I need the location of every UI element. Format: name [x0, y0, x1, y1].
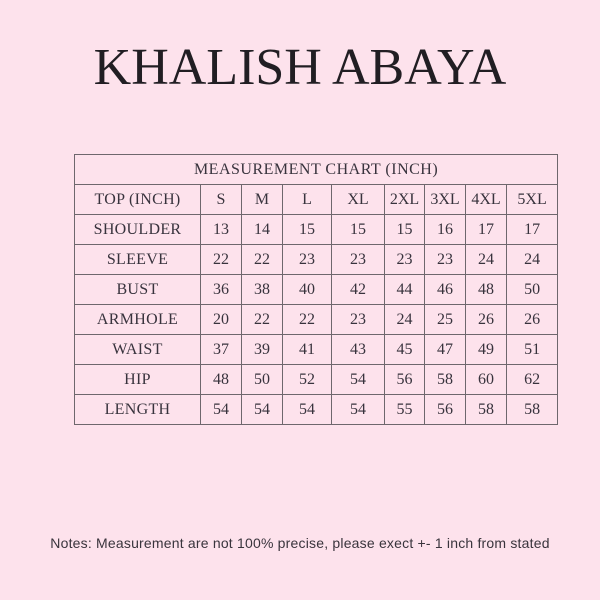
measurement-value: 22	[282, 304, 332, 335]
size-header-row: TOP (INCH) S M L XL 2XL 3XL 4XL 5XL	[74, 184, 559, 215]
measurement-value: 23	[384, 244, 425, 275]
measurement-value: 36	[200, 274, 242, 305]
measurement-value: 56	[424, 394, 466, 425]
measurement-value: 50	[241, 364, 283, 395]
measurement-row: SLEEVE 22 22 23 23 23 23 24 24	[74, 244, 559, 275]
size-column-header: S	[200, 184, 242, 215]
measurement-row: WAIST 37 39 41 43 45 47 49 51	[74, 334, 559, 365]
measurement-label: ARMHOLE	[74, 304, 201, 335]
measurement-value: 20	[200, 304, 242, 335]
measurement-label: SHOULDER	[74, 214, 201, 245]
measurement-value: 14	[241, 214, 283, 245]
measurement-value: 42	[331, 274, 385, 305]
measurement-value: 46	[424, 274, 466, 305]
measurement-value: 54	[331, 364, 385, 395]
measurement-value: 44	[384, 274, 425, 305]
measurement-value: 55	[384, 394, 425, 425]
size-column-header: 2XL	[384, 184, 425, 215]
measurement-value: 43	[331, 334, 385, 365]
measurement-value: 48	[465, 274, 507, 305]
measurement-value: 24	[384, 304, 425, 335]
measurement-label: LENGTH	[74, 394, 201, 425]
measurement-value: 54	[200, 394, 242, 425]
measurement-value: 41	[282, 334, 332, 365]
measurement-value: 56	[384, 364, 425, 395]
measurement-value: 25	[424, 304, 466, 335]
corner-label: TOP (INCH)	[74, 184, 201, 215]
measurement-value: 54	[331, 394, 385, 425]
measurement-label: WAIST	[74, 334, 201, 365]
measurement-value: 24	[465, 244, 507, 275]
measurement-row: HIP 48 50 52 54 56 58 60 62	[74, 364, 559, 395]
measurement-value: 58	[424, 364, 466, 395]
measurement-value: 22	[241, 244, 283, 275]
measurement-value: 15	[384, 214, 425, 245]
size-column-header: 5XL	[505, 184, 559, 215]
measurement-value: 37	[200, 334, 242, 365]
measurement-value: 45	[384, 334, 425, 365]
measurement-label: HIP	[74, 364, 201, 395]
measurement-value: 54	[241, 394, 283, 425]
measurement-value: 15	[331, 214, 385, 245]
measurement-value: 58	[465, 394, 507, 425]
table-title-row: MEASUREMENT CHART (INCH)	[73, 154, 559, 185]
measurement-value: 15	[282, 214, 332, 245]
measurement-value: 39	[241, 334, 283, 365]
measurement-value: 23	[331, 304, 385, 335]
measurement-label: SLEEVE	[74, 244, 201, 275]
measurement-value: 62	[505, 364, 559, 395]
measurement-value: 26	[505, 304, 559, 335]
measurement-value: 58	[505, 394, 559, 425]
measurement-value: 50	[505, 274, 559, 305]
measurement-value: 60	[465, 364, 507, 395]
measurement-row: BUST 36 38 40 42 44 46 48 50	[74, 274, 559, 305]
measurement-value: 23	[331, 244, 385, 275]
measurement-value: 24	[505, 244, 559, 275]
size-column-header: 3XL	[424, 184, 466, 215]
measurement-value: 16	[424, 214, 466, 245]
measurement-value: 17	[505, 214, 559, 245]
measurement-value: 23	[424, 244, 466, 275]
notes-text: Notes: Measurement are not 100% precise,…	[50, 535, 550, 551]
measurement-value: 49	[465, 334, 507, 365]
measurement-row: ARMHOLE 20 22 22 23 24 25 26 26	[74, 304, 559, 335]
measurement-value: 51	[505, 334, 559, 365]
measurement-label: BUST	[74, 274, 201, 305]
measurement-row: SHOULDER 13 14 15 15 15 16 17 17	[74, 214, 559, 245]
measurement-value: 23	[282, 244, 332, 275]
table-body: SHOULDER 13 14 15 15 15 16 17 17 SLEEVE 22 22 23 23 23…	[74, 214, 559, 425]
measurement-value: 26	[465, 304, 507, 335]
measurement-value: 48	[200, 364, 242, 395]
measurement-value: 17	[465, 214, 507, 245]
measurement-row: LENGTH 54 54 54 54 55 56 58 58	[74, 394, 559, 425]
brand-title: KHALISH ABAYA	[93, 39, 507, 96]
table-title: MEASUREMENT CHART (INCH)	[73, 154, 559, 185]
measurement-value: 22	[241, 304, 283, 335]
measurement-value: 54	[282, 394, 332, 425]
measurement-value: 47	[424, 334, 466, 365]
size-column-header: 4XL	[465, 184, 507, 215]
measurement-value: 40	[282, 274, 332, 305]
measurement-value: 22	[200, 244, 242, 275]
size-column-header: M	[241, 184, 283, 215]
measurement-value: 13	[200, 214, 242, 245]
measurement-value: 38	[241, 274, 283, 305]
measurement-value: 52	[282, 364, 332, 395]
size-column-header: L	[282, 184, 332, 215]
size-column-header: XL	[331, 184, 385, 215]
